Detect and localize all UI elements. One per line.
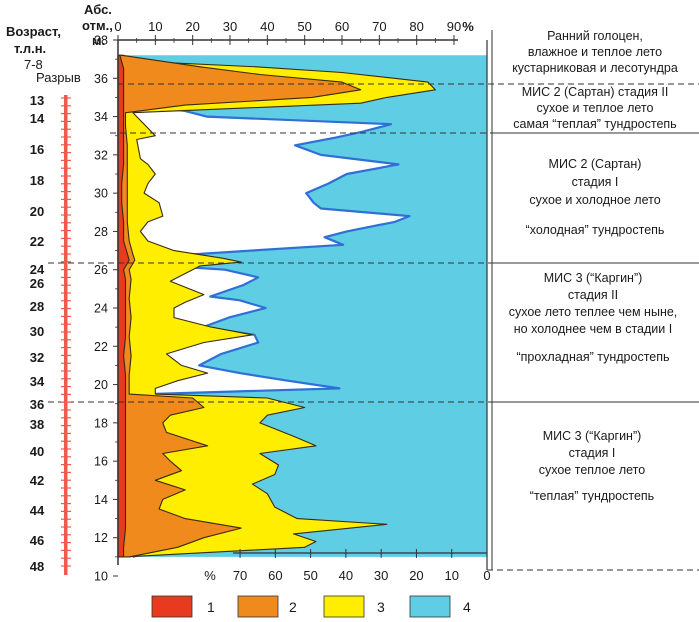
age-tick-label: 40 <box>30 444 44 459</box>
age-label-line3: 7-8 <box>24 57 43 72</box>
age-tick-label: 34 <box>30 374 45 389</box>
altitude-tick-label: 12 <box>94 531 108 545</box>
zone-5-line3: сухое теплое лето <box>539 463 646 477</box>
age-tick-label: 38 <box>30 417 44 432</box>
legend-swatch-1 <box>151 595 193 618</box>
legend-label-1: 1 <box>207 599 215 615</box>
zone-3-line4: “холодная” тундростепь <box>526 223 665 237</box>
legend: 1 2 3 4 <box>151 595 471 618</box>
zone-5-line2: стадия I <box>569 446 616 460</box>
zone-1-line3: кустарниковая и лесотундра <box>512 61 678 75</box>
age-label-line2: т.л.н. <box>14 41 46 56</box>
zone-5-line1: МИС 3 (“Каргин”) <box>543 429 642 443</box>
age-label-line1: Возраст, <box>6 24 61 39</box>
altitude-tick-label: 30 <box>94 187 108 201</box>
diagram-frames <box>48 30 699 575</box>
series-1-area <box>117 54 130 558</box>
legend-label-2: 2 <box>289 599 297 615</box>
zone-4-line5: “прохладная” тундростепь <box>516 350 669 364</box>
age-scale-bar <box>64 95 68 575</box>
top-tick-label: 50 <box>297 19 311 34</box>
age-tick-label: 20 <box>30 204 44 219</box>
zone-2-line2: сухое и теплое лето <box>537 101 654 115</box>
altitude-tick-label: 28 <box>94 225 108 239</box>
header-labels: Возраст, т.л.н. 7-8 Разрыв Абс. отм., м. <box>6 2 113 85</box>
top-tick-label: 20 <box>185 19 199 34</box>
top-unit-label: % <box>462 19 474 34</box>
tick-group: 0 10 20 30 40 50 60 70 80 90 % 70 60 50 40 30 20 10 0% 38 36… <box>30 19 491 584</box>
gap-label: Разрыв <box>36 70 81 85</box>
alt-label-line1: Абс. <box>84 2 112 17</box>
pollen-areas <box>117 54 487 558</box>
zone-4-line4: но холоднее чем в стадии I <box>514 322 672 336</box>
age-tick-label: 44 <box>30 503 45 518</box>
zone-descriptions: Ранний голоцен, влажное и теплое лето ку… <box>509 29 678 503</box>
zone-3-line3: сухое и холодное лето <box>529 193 660 207</box>
altitude-tick-label: 22 <box>94 340 108 354</box>
altitude-tick-label: 20 <box>94 378 108 392</box>
zone-2-line3: самая “теплая” тундростепь <box>513 117 676 131</box>
age-tick-label: 24 <box>30 262 45 277</box>
altitude-tick-label: 18 <box>94 416 108 430</box>
zone-3-line1: МИС 2 (Сартан) <box>549 157 642 171</box>
alt-label-line3: м. <box>92 33 105 48</box>
legend-swatch-4 <box>409 595 451 618</box>
age-tick-label: 36 <box>30 397 44 412</box>
zone-4-line1: МИС 3 (“Каргин”) <box>544 271 643 285</box>
top-tick-label: 10 <box>148 19 162 34</box>
legend-swatch-2 <box>237 595 279 618</box>
age-tick-label: 48 <box>30 559 44 574</box>
age-tick-label: 22 <box>30 234 44 249</box>
altitude-tick-label: 26 <box>94 263 108 277</box>
zone-2-line1: МИС 2 (Сартан) стадия II <box>522 85 669 99</box>
age-tick-label: 13 <box>30 93 44 108</box>
altitude-tick-label: 34 <box>94 110 108 124</box>
zone-3-line2: стадия I <box>572 175 619 189</box>
top-tick-label: 90 <box>447 19 461 34</box>
top-tick-label: 40 <box>260 19 274 34</box>
zone-1-line2: влажное и теплое лето <box>528 45 662 59</box>
age-tick-label: 26 <box>30 276 44 291</box>
bottom-tick-label: 10 <box>444 568 458 583</box>
bottom-tick-label: 50 <box>303 568 317 583</box>
bottom-tick-label: 40 <box>339 568 353 583</box>
top-tick-label: 0 <box>114 19 121 34</box>
bottom-tick-label: 20 <box>409 568 423 583</box>
altitude-tick-label: 14 <box>94 493 108 507</box>
top-tick-label: 30 <box>223 19 237 34</box>
age-tick-label: 42 <box>30 473 44 488</box>
altitude-tick-label: 10 <box>94 570 108 584</box>
top-tick-label: 80 <box>409 19 423 34</box>
bottom-unit-label: % <box>204 568 216 583</box>
altitude-tick-label: 16 <box>94 455 108 469</box>
legend-label-3: 3 <box>377 599 385 615</box>
zone-5-line4: “теплая” тундростепь <box>530 489 654 503</box>
series-2-area <box>117 54 362 558</box>
age-tick-label: 46 <box>30 533 44 548</box>
altitude-tick-label: 24 <box>94 302 108 316</box>
altitude-tick-label: 36 <box>94 72 108 86</box>
age-tick-label: 30 <box>30 324 44 339</box>
altitude-tick-label: 32 <box>94 148 108 162</box>
legend-label-4: 4 <box>463 599 471 615</box>
series-3-area <box>117 54 436 558</box>
age-tick-label: 16 <box>30 142 44 157</box>
age-tick-label: 28 <box>30 299 44 314</box>
zone-1-line1: Ранний голоцен, <box>547 29 643 43</box>
top-tick-label: 60 <box>335 19 349 34</box>
age-tick-label: 14 <box>30 111 45 126</box>
bottom-tick-label: 0 <box>483 568 490 583</box>
bottom-tick-label: 70 <box>233 568 247 583</box>
alt-label-line2: отм., <box>82 18 113 33</box>
altitude-tick-label: 38 <box>94 34 108 48</box>
bottom-tick-label: 60 <box>268 568 282 583</box>
zone-4-line2: стадия II <box>568 288 618 302</box>
legend-swatch-3 <box>323 595 365 618</box>
age-tick-label: 18 <box>30 173 44 188</box>
bottom-tick-label: 30 <box>374 568 388 583</box>
age-tick-label: 32 <box>30 350 44 365</box>
top-tick-label: 70 <box>372 19 386 34</box>
zone-4-line3: сухое лето теплее чем ныне, <box>509 305 678 319</box>
